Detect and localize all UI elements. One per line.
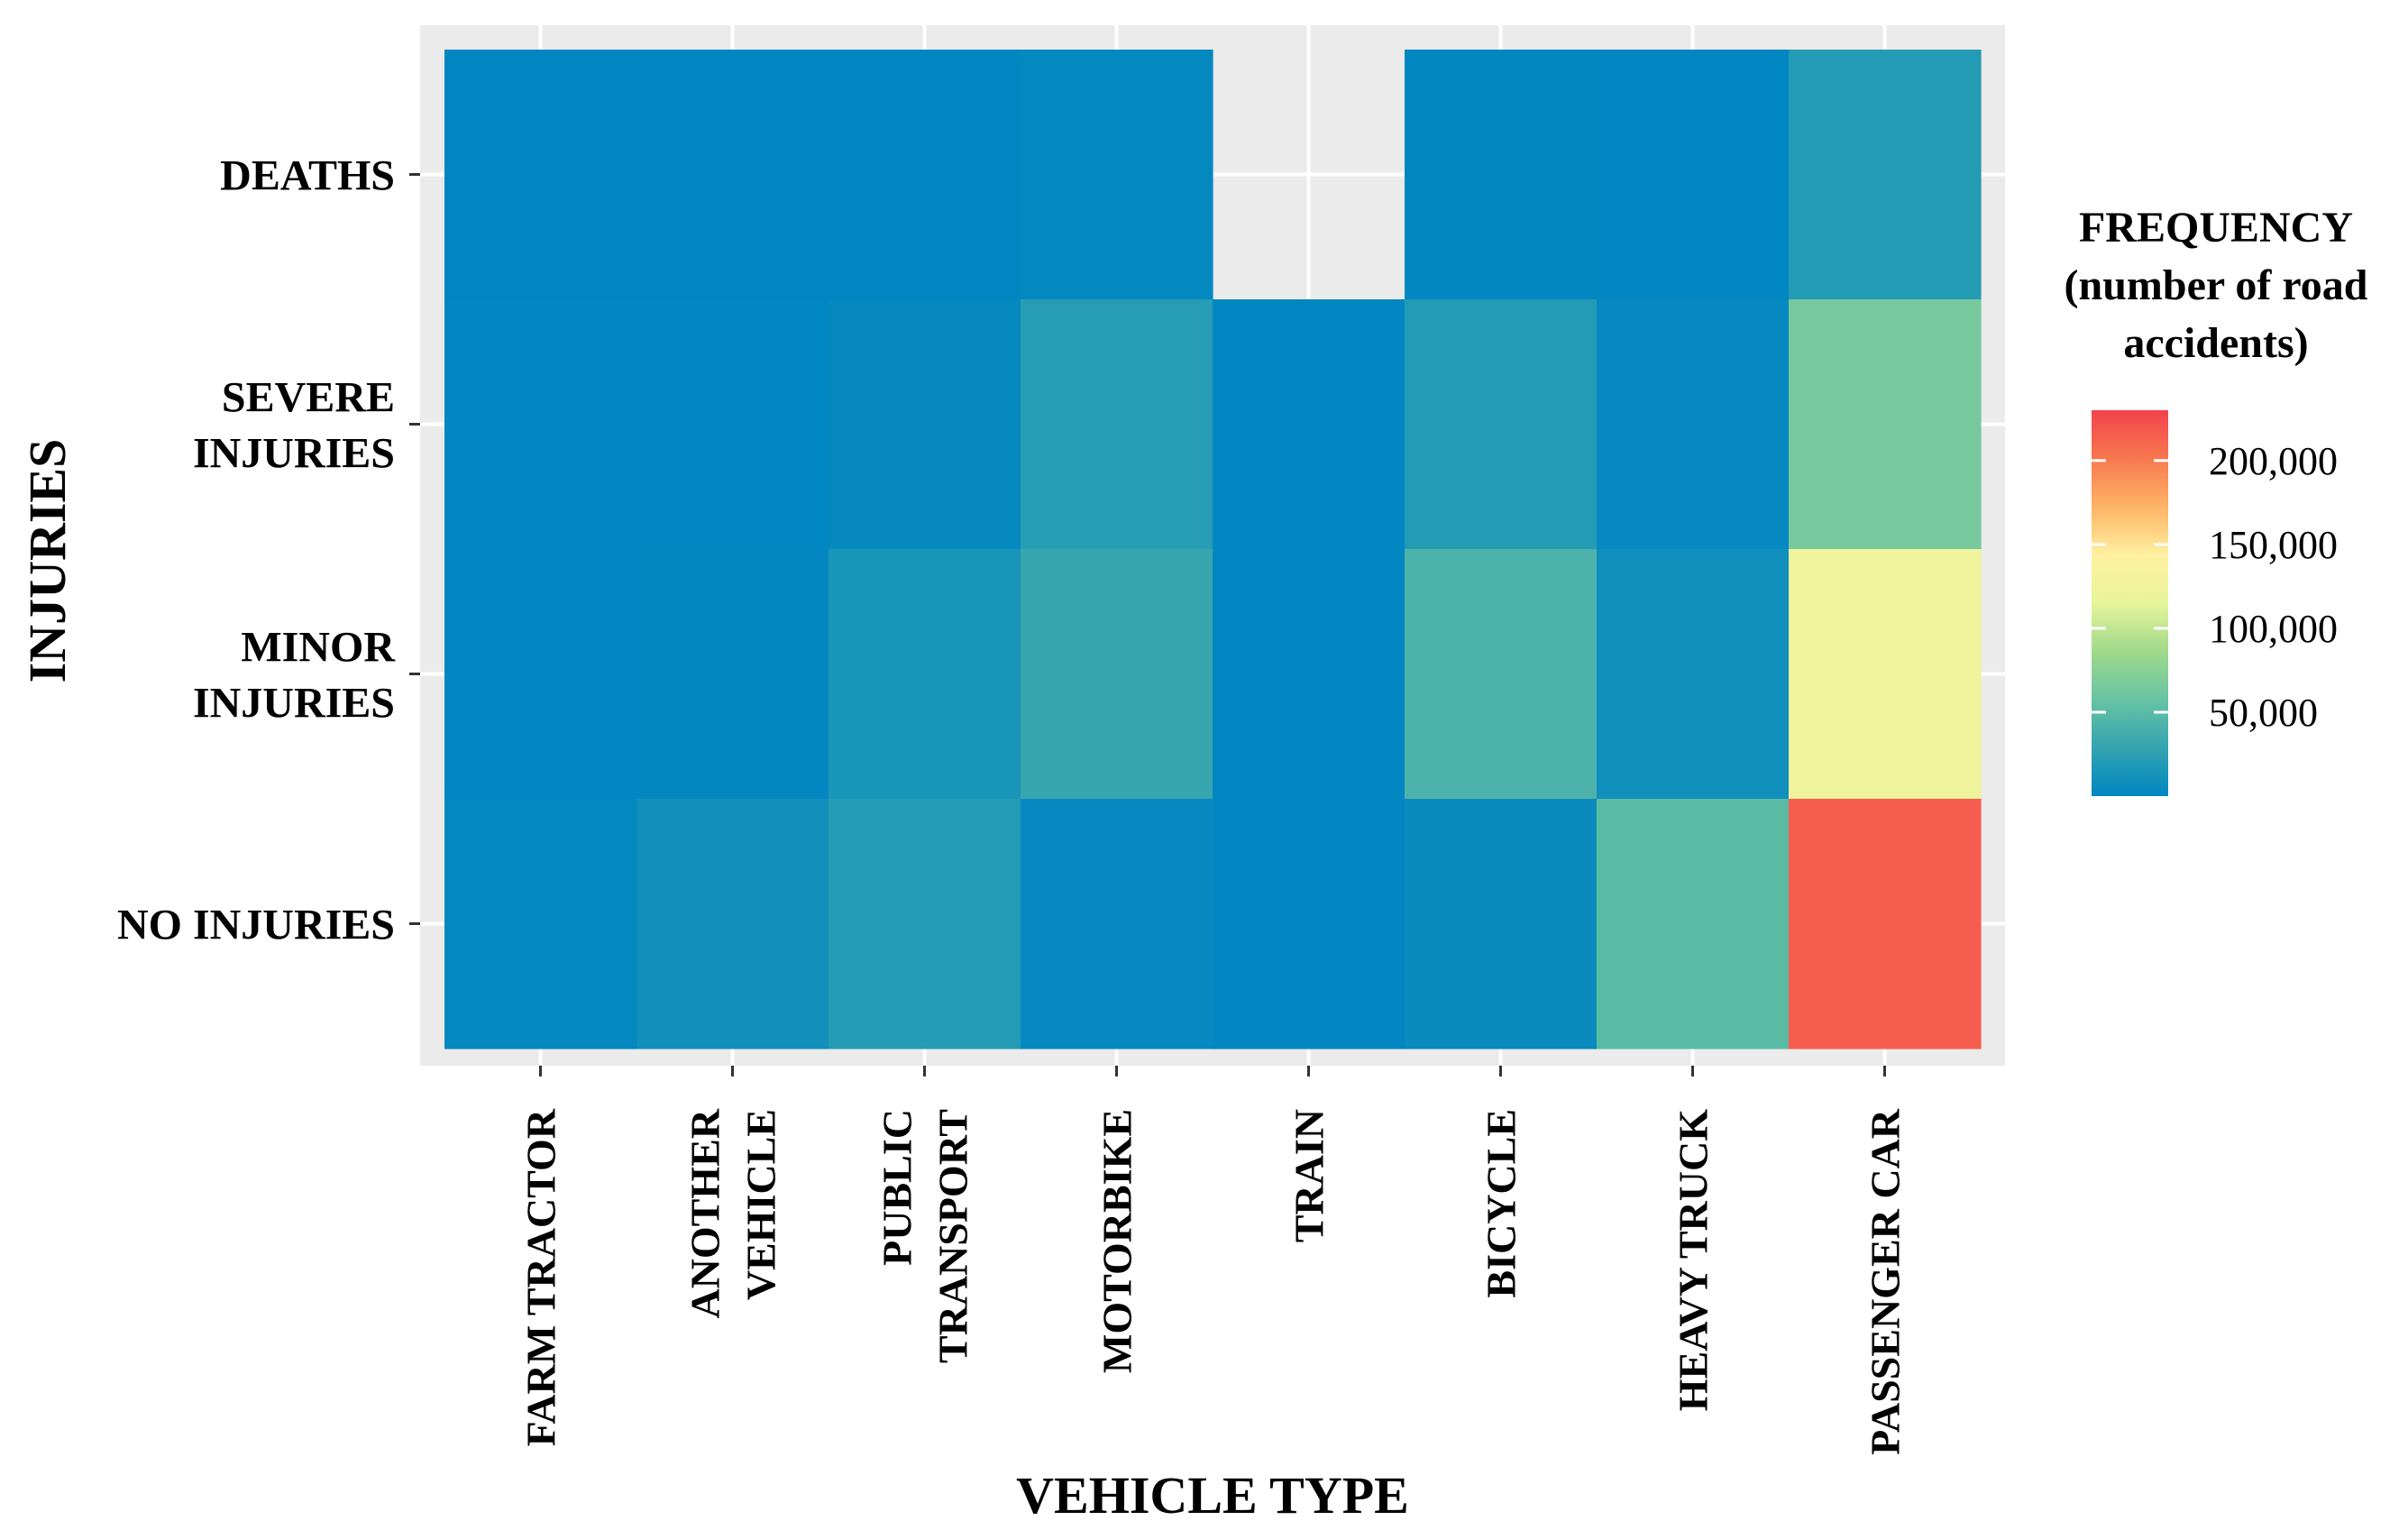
y-tick-label: DEATHS bbox=[220, 152, 395, 200]
x-tick-label: FARM TRACTOR bbox=[518, 1108, 564, 1446]
legend-title: (number of road bbox=[2065, 261, 2368, 309]
x-tick-label: TRAIN bbox=[1286, 1109, 1332, 1242]
heatmap-cell bbox=[829, 549, 1021, 800]
x-axis-title: VEHICLE TYPE bbox=[1016, 1466, 1409, 1525]
heatmap-cell bbox=[636, 799, 829, 1049]
heatmap-cell bbox=[1789, 50, 1982, 300]
y-axis-ticks: DEATHS SEVERE INJURIES MINOR INJURIES NO INJU… bbox=[117, 152, 420, 949]
x-tick-label: HEAVY TRUCK bbox=[1671, 1109, 1717, 1411]
heatmap-cell bbox=[1021, 50, 1213, 300]
heatmap-cell bbox=[1597, 299, 1790, 550]
legend-title: FREQUENCY bbox=[2079, 204, 2353, 252]
x-axis-ticks: FARM TRACTOR ANOTHER VEHICLE PUBLIC TRANSPOR… bbox=[518, 1066, 1909, 1455]
heatmap-cell bbox=[1021, 549, 1213, 800]
y-tick-label: SEVERE bbox=[222, 374, 395, 422]
x-tick-label: PUBLIC bbox=[874, 1109, 920, 1266]
legend-tick-label: 100,000 bbox=[2209, 607, 2338, 651]
x-tick-label: VEHICLE bbox=[738, 1109, 784, 1300]
heatmap-cell bbox=[444, 549, 637, 800]
heatmap-cell bbox=[1789, 799, 1982, 1049]
heatmap-cell bbox=[1597, 549, 1790, 800]
heatmap-cell bbox=[1405, 799, 1598, 1049]
x-tick-label: BICYCLE bbox=[1479, 1109, 1524, 1298]
y-axis-title: INJURIES bbox=[18, 439, 77, 683]
legend-tick-label: 200,000 bbox=[2209, 439, 2338, 483]
legend: FREQUENCY (number of road accidents) 50,000… bbox=[2065, 204, 2368, 796]
heatmap-cell bbox=[636, 549, 829, 800]
heatmap-cell bbox=[1405, 549, 1598, 800]
heatmap-cell bbox=[444, 299, 637, 550]
heatmap-cell bbox=[829, 50, 1021, 300]
heatmap-cell bbox=[1405, 299, 1598, 550]
x-tick-label: MOTORBIKE bbox=[1094, 1109, 1140, 1373]
y-tick-label: INJURIES bbox=[193, 430, 395, 478]
heatmap-cell bbox=[1789, 549, 1982, 800]
x-tick-label: PASSENGER CAR bbox=[1863, 1108, 1909, 1455]
heatmap-cell bbox=[829, 299, 1021, 550]
heatmap-cell bbox=[829, 799, 1021, 1049]
heatmap-cell bbox=[444, 799, 637, 1049]
heatmap-cell bbox=[1213, 549, 1405, 800]
heatmap-cell bbox=[636, 299, 829, 550]
heatmap-cell bbox=[1789, 299, 1982, 550]
legend-title: accidents) bbox=[2123, 319, 2308, 367]
heatmap-cell bbox=[1597, 50, 1790, 300]
legend-colorbar bbox=[2092, 410, 2168, 796]
heatmap-cell bbox=[636, 50, 829, 300]
heatmap-cell bbox=[1021, 299, 1213, 550]
heatmap-cell bbox=[1021, 799, 1213, 1049]
legend-tick-label: 50,000 bbox=[2209, 691, 2318, 735]
heatmap-cell bbox=[1213, 299, 1405, 550]
heatmap-cell bbox=[1597, 799, 1790, 1049]
x-tick-label: ANOTHER bbox=[682, 1108, 728, 1318]
x-tick-label: TRANSPORT bbox=[930, 1109, 976, 1363]
heatmap-cell bbox=[1213, 799, 1405, 1049]
legend-tick-label: 150,000 bbox=[2209, 523, 2338, 567]
heatmap-cells bbox=[444, 50, 1982, 1049]
y-tick-label: NO INJURIES bbox=[117, 902, 395, 949]
y-tick-label: MINOR bbox=[241, 624, 396, 672]
heatmap-cell bbox=[1405, 50, 1598, 300]
heatmap-cell bbox=[444, 50, 637, 300]
y-tick-label: INJURIES bbox=[193, 680, 395, 728]
